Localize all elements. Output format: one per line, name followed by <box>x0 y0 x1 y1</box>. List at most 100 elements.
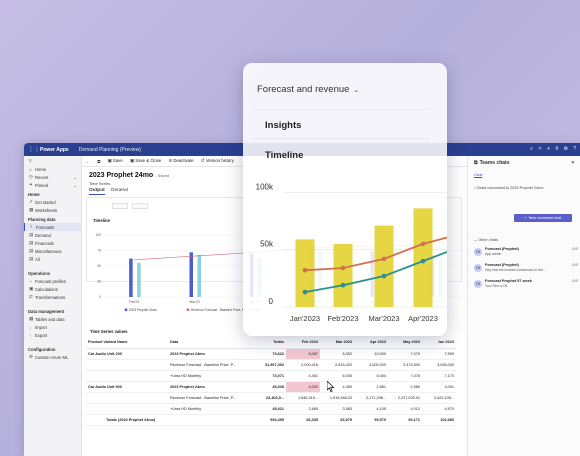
environment-name[interactable]: Demand Planning (Preview) <box>78 146 141 153</box>
value-cell[interactable]: 7,170 <box>422 370 456 382</box>
value-cell[interactable]: 7,590 <box>422 348 456 360</box>
table-row[interactable]: +Uma HD Monthly 73,071 4,451 6,005 6,054 7,47… <box>86 370 456 382</box>
value-cell[interactable]: 4,020 <box>286 381 320 393</box>
value-cell[interactable]: 2,000,416 <box>286 359 320 371</box>
save-button[interactable]: ▣Save <box>107 158 122 164</box>
value-cell[interactable]: 5,087 <box>286 348 320 360</box>
column-header[interactable]: Product Variant Name <box>86 337 168 349</box>
value-cell[interactable]: 1,546,315... <box>286 392 320 404</box>
tab-general[interactable]: General <box>110 188 128 193</box>
column-header[interactable]: May 2023 <box>388 337 422 349</box>
value-cell[interactable]: 3,036,000 <box>422 359 456 371</box>
value-cell[interactable]: 2,580 <box>388 381 422 393</box>
chat-item[interactable]: TU Forecast (Prophet) Hey how we worked … <box>474 263 578 277</box>
version-history-button[interactable]: ↺Version history <box>201 158 234 164</box>
value-cell[interactable]: 66,335 <box>286 414 320 426</box>
value-cell[interactable]: 2,474,500 <box>388 359 422 371</box>
value-cell[interactable]: 10,000 <box>354 348 388 360</box>
help-icon[interactable]: ? <box>573 146 576 152</box>
sidebar-item-worksheets[interactable]: ▦ Worksheets <box>24 206 81 214</box>
new-connected-chat-button[interactable]: + New connected chat <box>514 214 572 222</box>
filter-icon[interactable]: ⚲ <box>555 146 559 152</box>
back-icon[interactable]: ← <box>86 158 91 164</box>
chat-item[interactable]: TU Forecast (Prophet) App admin 10/6 <box>474 247 578 261</box>
column-header[interactable]: Apr 2023 <box>354 337 388 349</box>
sidebar-item-calculations[interactable]: ▣ Calculations <box>24 285 81 293</box>
table-row[interactable]: Car Audio Unit 200 2023 Prophet 24mo 79,62… <box>86 348 456 360</box>
waffle-icon[interactable]: ⋮⋮ <box>28 147 40 153</box>
sidebar-item-all[interactable]: ▤ All <box>24 255 81 263</box>
totals-cell[interactable]: 45,021 <box>252 403 286 415</box>
search-icon[interactable]: ⌕ <box>530 146 533 152</box>
sidebar-item-home[interactable]: ⌂ Home <box>24 165 81 173</box>
totals-cell[interactable]: 79,622 <box>252 348 286 360</box>
totals-cell[interactable]: 45,035 <box>252 381 286 393</box>
panel-view-tab[interactable] <box>112 203 128 209</box>
sidebar-item-get-started[interactable]: ➚ Get started <box>24 198 81 206</box>
timeline-item[interactable]: Timeline <box>265 150 304 161</box>
value-cell[interactable]: 4,105 <box>354 403 388 415</box>
value-cell[interactable]: 3,091 <box>422 381 456 393</box>
deactivate-button[interactable]: ⊘Deactivate <box>168 158 193 164</box>
sidebar-item-forecasts[interactable]: ⌇ Forecasts <box>24 223 81 231</box>
sidebar-item-pinned[interactable]: ✦ Pinned ⌄ <box>24 181 81 189</box>
sidebar-item-import[interactable]: ↓ Import <box>24 323 81 331</box>
value-cell[interactable]: 7,476 <box>388 370 422 382</box>
popout-icon[interactable]: ⧉ <box>97 158 101 164</box>
totals-cell[interactable]: 994,455 <box>252 414 286 426</box>
save-close-button[interactable]: ▣Save & Close <box>130 158 162 164</box>
column-header[interactable]: Feb 2023 <box>286 337 320 349</box>
value-cell[interactable]: 4,000,000 <box>354 359 388 371</box>
value-cell[interactable]: 7,070 <box>388 348 422 360</box>
totals-cell[interactable]: 23,403,9... <box>252 392 286 404</box>
close-icon[interactable]: ✕ <box>570 160 575 166</box>
value-cell[interactable]: 3,563 <box>320 403 354 415</box>
value-cell[interactable]: 2,861 <box>354 381 388 393</box>
sidebar-item-custom-azure-ml[interactable]: ⚙ Custom Azure ML <box>24 353 81 361</box>
table-row[interactable]: Revenue Forecast - Baseline Price, P... 2… <box>86 392 456 404</box>
value-cell[interactable]: 4,570 <box>422 403 456 415</box>
column-header[interactable]: Totals <box>252 337 286 349</box>
tab-output[interactable]: Output <box>89 188 105 195</box>
totals-cell[interactable]: 73,071 <box>252 370 286 382</box>
insights-item[interactable]: Insights <box>265 120 302 131</box>
sidebar-item-transformations[interactable]: ⇄ Transformations <box>24 293 81 301</box>
value-cell[interactable]: 6,005 <box>320 370 354 382</box>
value-cell[interactable]: 99,570 <box>354 414 388 426</box>
sidebar-item-financials[interactable]: ▤ Financials <box>24 239 81 247</box>
totals-cell[interactable]: 31,907,492 <box>252 359 286 371</box>
panel-view-tab[interactable] <box>132 203 148 209</box>
sidebar-item-miscellaneous[interactable]: ▤ Miscellaneous <box>24 247 81 255</box>
value-cell[interactable]: 4,451 <box>286 370 320 382</box>
value-cell[interactable]: 2,615,420 <box>320 359 354 371</box>
column-header[interactable]: Jun 2023 <box>422 337 456 349</box>
value-cell[interactable]: 2,227,025.01 <box>388 392 422 404</box>
lightbulb-icon[interactable]: ✧ <box>537 146 543 152</box>
value-cell[interactable]: 4,012 <box>388 403 422 415</box>
forecast-revenue-dropdown[interactable]: Forecast and revenue ⌄ <box>257 84 359 95</box>
sidebar-item-demand[interactable]: ▤ Demand <box>24 231 81 239</box>
value-cell[interactable]: 83,975 <box>320 414 354 426</box>
gear-icon[interactable]: ⚙ <box>563 146 569 152</box>
table-row[interactable]: +Uma HD Monthly 45,021 2,665 3,563 4,105 4,01… <box>86 403 456 415</box>
tab-chat[interactable]: Chat <box>474 172 483 178</box>
table-row[interactable]: Totals (2023 Prophet 24mo) 994,455 66,335 8… <box>86 414 456 426</box>
value-cell[interactable]: 102,680 <box>422 414 456 426</box>
sidebar-item-export[interactable]: ↑ Export <box>24 331 81 339</box>
column-header[interactable]: Mar 2023 <box>320 337 354 349</box>
column-header[interactable]: Data <box>168 337 252 349</box>
table-row[interactable]: Car Audio Unit 500 2023 Prophet 24mo 45,03… <box>86 381 456 393</box>
chat-item[interactable]: TU Forecast Prophet 57 week You: Fine a … <box>474 279 578 293</box>
sidebar-item-recent[interactable]: ◷ Recent ⌄ <box>24 173 81 181</box>
value-cell[interactable]: 6,352 <box>320 348 354 360</box>
table-row[interactable]: Revenue Forecast - Baseline Price, P... 3… <box>86 359 456 371</box>
value-cell[interactable]: 2,422,105... <box>422 392 456 404</box>
sidebar-item-tables-and-data[interactable]: ▦ Tables and data <box>24 315 81 323</box>
hamburger-menu[interactable]: ≡ <box>24 156 81 165</box>
add-icon[interactable]: + <box>547 146 551 152</box>
value-cell[interactable]: 90,171 <box>388 414 422 426</box>
value-cell[interactable]: 4,350 <box>320 381 354 393</box>
value-cell[interactable]: 2,171,298... <box>354 392 388 404</box>
value-cell[interactable]: 2,665 <box>286 403 320 415</box>
value-cell[interactable]: 1,515,946.20 <box>320 392 354 404</box>
